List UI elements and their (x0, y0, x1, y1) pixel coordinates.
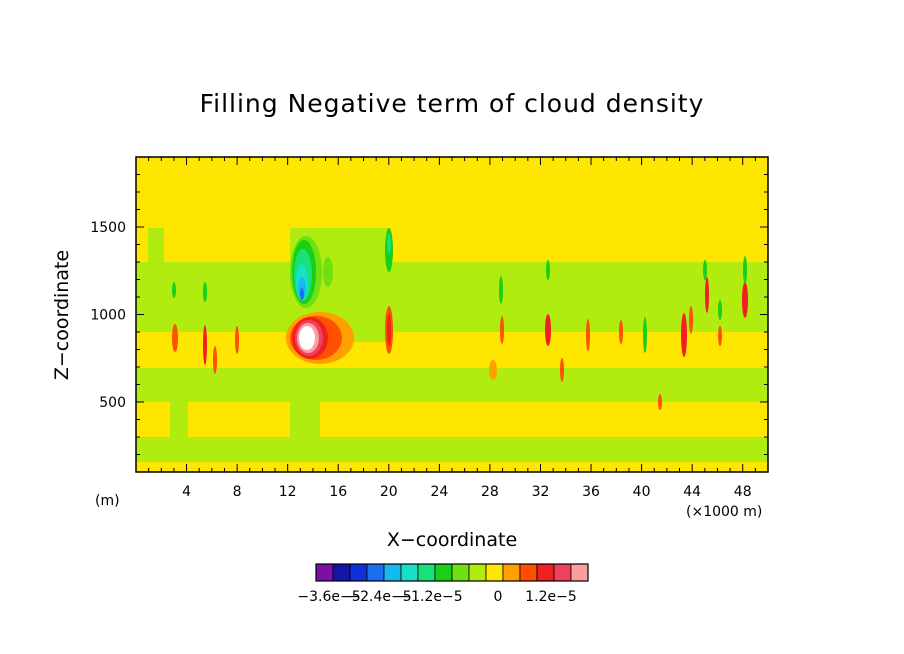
colorbar-swatch (384, 564, 401, 581)
contour-band (290, 402, 320, 437)
x-tick-label: 16 (329, 484, 347, 500)
colorbar-swatch (554, 564, 571, 581)
colorbar-swatch (350, 564, 367, 581)
colorbar-tick-label: 1.2e−5 (525, 589, 577, 605)
contour-band (387, 234, 391, 254)
y-axis-label: Z−coordinate (51, 250, 73, 380)
y-tick-label: 500 (99, 395, 126, 411)
contour-band (148, 228, 164, 268)
x-tick-label: 32 (532, 484, 550, 500)
colorbar-swatch (452, 564, 469, 581)
contour-band (170, 402, 188, 437)
contour-streak (172, 324, 178, 352)
x-tick-label: 28 (481, 484, 499, 500)
y-tick-label: 1500 (90, 220, 126, 236)
x-tick-label: 48 (734, 484, 752, 500)
contour-band (136, 262, 768, 332)
contour-streak (203, 282, 207, 302)
colorbar-swatch (503, 564, 520, 581)
chart-title: Filling Negative term of cloud density (200, 89, 705, 118)
x-tick-labels: 4812162024283236404448 (182, 484, 752, 500)
contour-band (136, 368, 768, 402)
contour-band (136, 437, 768, 462)
x-axis-label: X−coordinate (387, 529, 517, 551)
x-tick-label: 12 (279, 484, 297, 500)
contour-streak (689, 306, 693, 334)
contour-streak (213, 346, 217, 374)
contour-streak (172, 282, 176, 298)
colorbar-swatch (435, 564, 452, 581)
colorbar-swatch (486, 564, 503, 581)
x-unit-label: (m) (95, 493, 120, 509)
contour-streak (586, 319, 590, 351)
contour-streak (718, 300, 722, 320)
contour-band (387, 314, 391, 346)
x-scale-label: (×1000 m) (686, 504, 762, 520)
y-tick-label: 1000 (90, 308, 126, 324)
colorbar-swatch (469, 564, 486, 581)
contour-streak (743, 256, 747, 284)
colorbar-swatch (316, 564, 333, 581)
colorbar-swatch (520, 564, 537, 581)
contour-streak (545, 314, 551, 346)
contour-streak (489, 360, 497, 380)
x-tick-label: 20 (380, 484, 398, 500)
x-tick-label: 24 (430, 484, 448, 500)
colorbar-swatch (571, 564, 588, 581)
contour-streak (499, 276, 503, 304)
x-tick-label: 40 (633, 484, 651, 500)
colorbar (316, 564, 588, 581)
colorbar-swatch (401, 564, 418, 581)
contour-streak (681, 313, 687, 357)
colorbar-tick-label: −1.2e−5 (399, 589, 462, 605)
colorbar-swatch (537, 564, 554, 581)
contour-streak (500, 316, 504, 344)
colorbar-swatch (333, 564, 350, 581)
contour-streak (718, 326, 722, 346)
contour-streak (705, 277, 709, 313)
contour-streak (742, 282, 748, 318)
contour-band (400, 332, 768, 342)
contour-streak (203, 325, 207, 365)
contour-band (136, 342, 768, 368)
contour-streak (619, 320, 623, 344)
contour-band (450, 402, 768, 437)
colorbar-labels: −3.6e−5−2.4e−5−1.2e−501.2e−5 (297, 589, 576, 605)
x-tick-label: 36 (582, 484, 600, 500)
contour-band (323, 257, 333, 287)
contour-streak (235, 326, 239, 354)
x-tick-label: 4 (182, 484, 191, 500)
y-tick-labels: 500 1000 1500 (90, 220, 126, 411)
contour-band (300, 288, 304, 300)
colorbar-swatch (418, 564, 435, 581)
x-tick-label: 44 (683, 484, 701, 500)
colorbar-tick-label: 0 (494, 589, 503, 605)
colorbar-swatch (367, 564, 384, 581)
contour-streak (546, 260, 550, 280)
contour-streak (703, 260, 707, 280)
contour-streak (643, 317, 647, 353)
contour-streak (560, 358, 564, 382)
x-tick-label: 8 (233, 484, 242, 500)
contour-streak (658, 394, 662, 410)
contour-band (299, 326, 315, 350)
